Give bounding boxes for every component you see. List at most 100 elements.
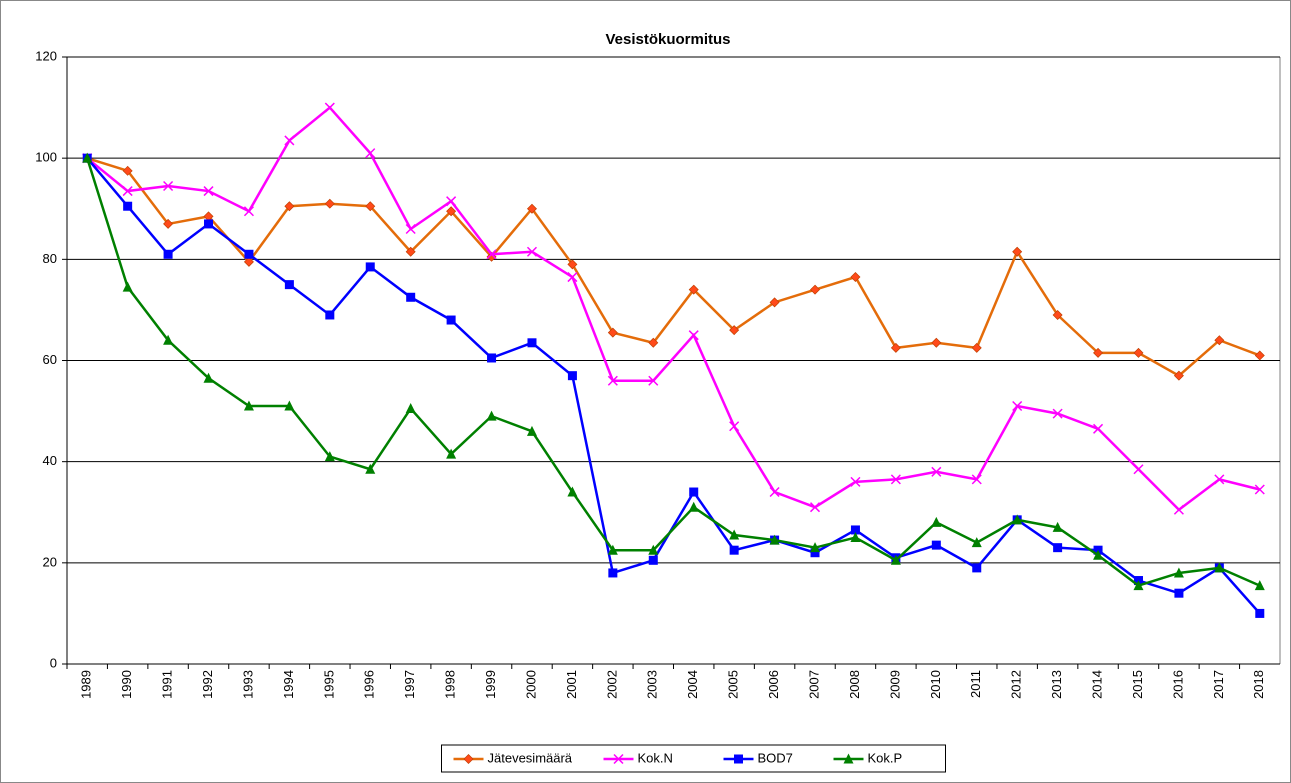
marker xyxy=(1173,504,1184,515)
legend-label: Kok.N xyxy=(638,750,673,765)
marker xyxy=(971,537,982,548)
y-tick-label: 120 xyxy=(35,48,57,63)
x-tick-label: 2006 xyxy=(766,670,781,699)
marker xyxy=(648,337,659,348)
marker xyxy=(1214,335,1225,346)
marker xyxy=(850,525,860,535)
marker xyxy=(688,330,699,341)
series-line xyxy=(86,105,1261,512)
marker xyxy=(1133,580,1144,591)
marker xyxy=(648,555,658,565)
y-tick-label: 20 xyxy=(43,554,57,569)
marker xyxy=(446,315,456,325)
x-tick-label: 2018 xyxy=(1251,670,1266,699)
marker xyxy=(1052,521,1063,532)
marker xyxy=(324,198,335,209)
marker xyxy=(769,534,780,545)
marker xyxy=(1133,464,1144,475)
marker xyxy=(1173,370,1184,381)
marker xyxy=(1012,400,1023,412)
series-line xyxy=(86,157,1261,587)
marker xyxy=(405,223,416,235)
marker xyxy=(729,545,739,555)
marker xyxy=(567,371,577,381)
series-line xyxy=(86,156,1261,378)
x-tick-label: 2002 xyxy=(604,670,619,699)
marker xyxy=(122,186,133,197)
marker xyxy=(463,754,474,764)
marker xyxy=(1053,543,1063,553)
marker xyxy=(734,754,743,764)
marker xyxy=(729,325,740,336)
marker xyxy=(1133,347,1144,358)
y-tick-label: 40 xyxy=(43,453,57,468)
marker xyxy=(1255,608,1265,618)
x-tick-label: 1991 xyxy=(160,670,175,699)
marker xyxy=(284,400,295,411)
marker xyxy=(607,327,618,338)
x-tick-label: 2008 xyxy=(847,670,862,699)
x-tick-label: 2009 xyxy=(887,670,902,699)
marker xyxy=(365,148,376,159)
marker xyxy=(688,501,699,512)
marker xyxy=(243,400,254,411)
marker xyxy=(324,102,335,113)
marker xyxy=(648,544,659,555)
chart-title: Vesistökuormitus xyxy=(605,31,730,48)
x-tick-label: 2017 xyxy=(1211,670,1226,699)
marker xyxy=(567,259,578,270)
x-tick-label: 2011 xyxy=(968,670,983,698)
marker xyxy=(526,246,538,257)
marker xyxy=(446,206,457,217)
x-tick-label: 2007 xyxy=(806,670,821,699)
marker xyxy=(1093,347,1104,358)
x-tick-label: 1989 xyxy=(79,670,94,699)
x-tick-label: 1997 xyxy=(402,670,417,699)
marker xyxy=(729,421,740,432)
x-tick-label: 1999 xyxy=(483,670,498,699)
marker xyxy=(405,246,416,257)
marker xyxy=(284,280,294,290)
legend-label: Jätevesimäärä xyxy=(488,750,573,765)
marker xyxy=(890,554,901,565)
marker xyxy=(850,272,861,283)
marker xyxy=(203,372,214,383)
marker xyxy=(527,338,537,348)
marker xyxy=(810,548,820,558)
marker xyxy=(204,219,214,229)
x-tick-label: 2012 xyxy=(1009,670,1024,699)
marker xyxy=(446,448,457,459)
marker xyxy=(567,486,578,497)
marker xyxy=(810,542,821,553)
marker xyxy=(810,284,821,295)
y-tick-label: 80 xyxy=(43,251,57,266)
marker xyxy=(1052,309,1063,320)
marker xyxy=(284,135,295,146)
marker xyxy=(486,249,497,260)
marker xyxy=(850,532,861,543)
series xyxy=(82,102,1265,515)
marker xyxy=(365,463,376,474)
x-tick-label: 2015 xyxy=(1130,670,1145,699)
x-tick-label: 2014 xyxy=(1089,670,1104,699)
marker xyxy=(931,337,942,348)
marker xyxy=(203,186,214,197)
marker xyxy=(1173,567,1184,578)
y-tick-label: 100 xyxy=(35,150,57,165)
y-tick-label: 0 xyxy=(50,655,57,670)
x-tick-label: 1995 xyxy=(321,670,336,699)
marker xyxy=(526,203,537,214)
marker xyxy=(1254,350,1265,361)
marker xyxy=(769,297,780,308)
x-tick-label: 1992 xyxy=(200,670,215,699)
marker xyxy=(284,201,295,212)
x-tick-label: 2000 xyxy=(523,670,538,699)
x-tick-label: 2003 xyxy=(645,670,660,699)
marker xyxy=(809,502,821,513)
marker xyxy=(1254,580,1265,591)
marker xyxy=(325,310,335,320)
marker xyxy=(769,486,780,498)
marker xyxy=(324,451,335,462)
